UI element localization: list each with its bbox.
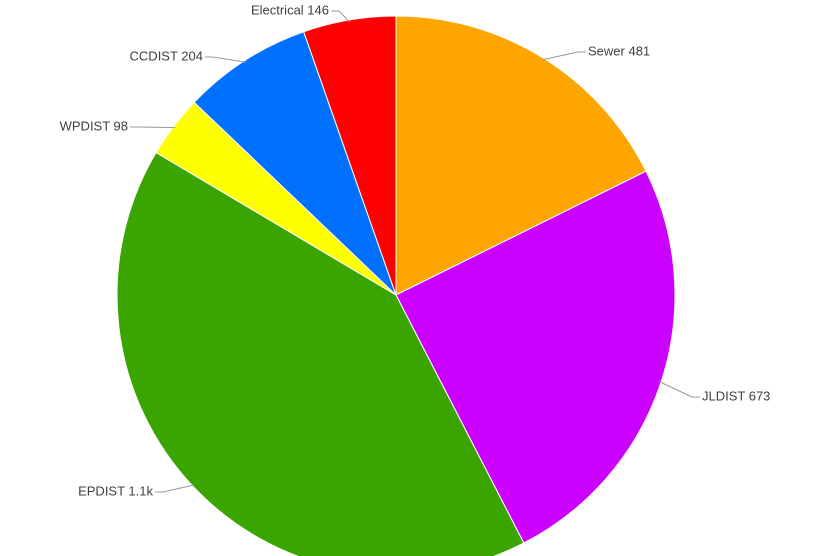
slice-label-epdist: EPDIST 1.1k <box>78 483 153 498</box>
leader-line-wpdist <box>130 126 176 129</box>
leader-line-epdist <box>155 484 195 493</box>
slice-label-jldist: JLDIST 673 <box>702 388 770 403</box>
pie-slice-epdist[interactable] <box>116 151 525 556</box>
leader-line-ccdist <box>205 56 246 63</box>
labels-layer: Sewer 481 JLDIST 673 EPDIST 1.1k WPDIST 98 C… <box>60 2 771 498</box>
slice-label-electrical: Electrical 146 <box>251 2 329 17</box>
slice-label-ccdist: CCDIST 204 <box>130 48 203 63</box>
slice-label-wpdist: WPDIST 98 <box>60 118 128 133</box>
slice-label-sewer: Sewer 481 <box>588 43 650 58</box>
pie-slice-electrical[interactable] <box>303 15 397 296</box>
leader-line-electrical <box>331 10 350 23</box>
leader-line-jldist <box>658 381 700 398</box>
leader-line-sewer <box>541 51 586 61</box>
pie-slice-sewer[interactable] <box>395 15 647 296</box>
slices-layer <box>116 15 676 556</box>
pie-slice-ccdist[interactable] <box>193 31 397 296</box>
